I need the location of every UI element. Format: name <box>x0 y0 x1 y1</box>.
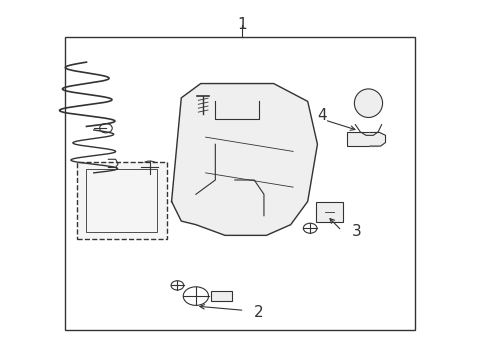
Text: 1: 1 <box>237 17 246 32</box>
Bar <box>86 169 157 232</box>
Polygon shape <box>369 132 385 146</box>
Bar <box>77 162 166 239</box>
Text: 4: 4 <box>317 108 326 123</box>
Bar <box>211 292 231 301</box>
Bar <box>315 202 342 222</box>
Polygon shape <box>171 84 317 235</box>
Bar <box>346 132 377 146</box>
Bar <box>64 37 414 330</box>
Text: 3: 3 <box>351 224 361 239</box>
Ellipse shape <box>354 89 382 117</box>
Text: 2: 2 <box>254 305 264 320</box>
